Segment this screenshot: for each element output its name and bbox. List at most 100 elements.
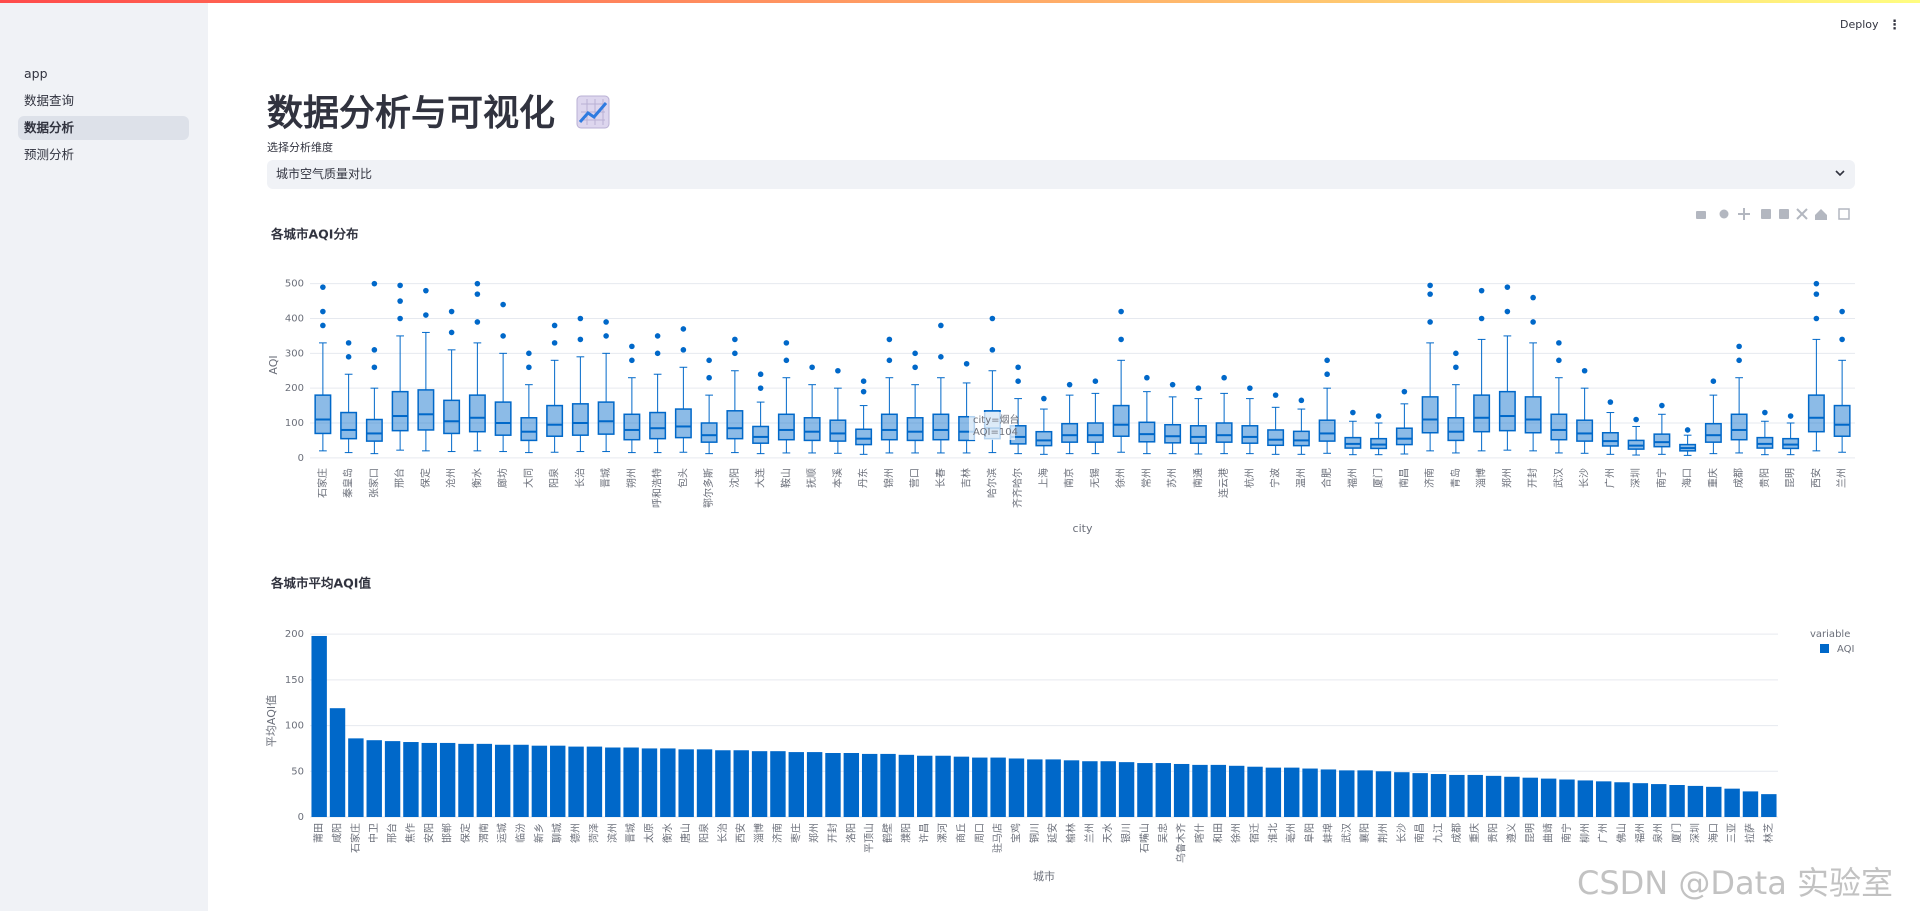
outlier bbox=[474, 291, 481, 297]
box bbox=[1550, 413, 1568, 441]
box bbox=[1782, 437, 1800, 450]
bar bbox=[1595, 781, 1612, 817]
plot-toolbar[interactable] bbox=[1696, 208, 1850, 220]
x-tick-label: 驻马店 bbox=[991, 823, 1004, 853]
x-tick-label: 朔州 bbox=[625, 468, 638, 488]
x-tick-label: 乌鲁木齐 bbox=[1175, 823, 1188, 863]
x-tick-label: 吉林 bbox=[960, 468, 973, 488]
outlier bbox=[886, 357, 893, 364]
box bbox=[391, 390, 409, 432]
nav-item[interactable]: app bbox=[24, 66, 48, 81]
x-tick-label: 鹤壁 bbox=[881, 823, 894, 843]
hover-box bbox=[969, 412, 1015, 440]
outlier bbox=[577, 315, 584, 322]
outlier bbox=[835, 367, 841, 374]
box bbox=[1601, 431, 1619, 447]
deploy-button[interactable]: Deploy bbox=[1840, 18, 1879, 31]
outlier bbox=[680, 347, 687, 353]
x-tick-label: 长沙 bbox=[1396, 823, 1408, 843]
x-tick-label: 枣庄 bbox=[789, 823, 802, 843]
box bbox=[803, 417, 821, 442]
bar bbox=[1394, 772, 1410, 817]
bar bbox=[531, 745, 548, 817]
outlier bbox=[1530, 294, 1536, 301]
x-tick-label: 平顶山 bbox=[864, 823, 876, 853]
x-tick-label: 焦作 bbox=[404, 823, 417, 843]
x-tick-label: 南昌 bbox=[1397, 468, 1410, 488]
x-tick-label: 苏州 bbox=[1166, 468, 1179, 488]
outlier bbox=[1659, 402, 1665, 409]
box bbox=[906, 417, 924, 442]
outlier bbox=[912, 350, 918, 357]
x-tick-label: 吴忠 bbox=[1157, 823, 1169, 843]
x-tick-label: 石家庄 bbox=[316, 468, 329, 498]
chart-title: 各城市AQI分布 bbox=[270, 227, 359, 242]
x-tick-label: 包头 bbox=[676, 468, 689, 488]
bar bbox=[1669, 785, 1685, 817]
bar bbox=[953, 756, 970, 817]
bar bbox=[513, 744, 529, 817]
box bbox=[1730, 413, 1748, 441]
box bbox=[314, 394, 332, 435]
x-tick-label: 海口 bbox=[1707, 823, 1720, 843]
bar bbox=[1100, 761, 1116, 817]
x-tick-label: 咸阳 bbox=[332, 823, 344, 843]
box bbox=[1112, 404, 1130, 437]
bar bbox=[1687, 785, 1704, 817]
y-tick-label: 200 bbox=[285, 383, 304, 394]
outlier bbox=[860, 388, 867, 395]
outlier bbox=[757, 371, 764, 378]
menu-button[interactable]: ⋮ bbox=[1888, 18, 1901, 33]
x-tick-label: 西安 bbox=[734, 823, 747, 843]
outlier bbox=[732, 350, 738, 357]
x-tick-label: 西安 bbox=[1809, 468, 1822, 488]
x-tick-label: 林芝 bbox=[1762, 823, 1775, 843]
x-tick-label: 长沙 bbox=[1579, 468, 1591, 488]
x-tick-label: 和田 bbox=[1212, 823, 1224, 843]
y-tick-label: 500 bbox=[285, 279, 304, 290]
x-tick-label: 运城 bbox=[497, 823, 509, 843]
x-tick-label: 昆明 bbox=[1785, 468, 1797, 488]
bar bbox=[605, 747, 621, 817]
outlier bbox=[1736, 343, 1742, 350]
box bbox=[1138, 421, 1156, 443]
nav-item[interactable]: 数据查询 bbox=[24, 93, 75, 108]
outlier bbox=[1375, 413, 1382, 419]
bar bbox=[439, 742, 456, 817]
box bbox=[829, 419, 847, 442]
x-tick-label: 临汾 bbox=[514, 823, 527, 843]
outlier bbox=[1041, 395, 1047, 402]
x-tick-label: 阜阳 bbox=[1303, 823, 1316, 843]
hover-text: AQI=104 bbox=[973, 427, 1018, 438]
outlier bbox=[1247, 385, 1253, 391]
outlier bbox=[551, 322, 558, 329]
x-tick-label: 哈尔滨 bbox=[985, 468, 998, 498]
x-tick-label: 营口 bbox=[908, 468, 921, 488]
outlier bbox=[397, 298, 403, 304]
nav-item[interactable]: 预测分析 bbox=[24, 147, 75, 162]
x-tick-label: 武汉 bbox=[1552, 468, 1565, 488]
hover-text: city=烟台 bbox=[973, 413, 1020, 426]
x-tick-label: 昆明 bbox=[1524, 823, 1536, 843]
outlier bbox=[1118, 336, 1124, 343]
x-tick-label: 菏泽 bbox=[588, 823, 600, 843]
x-tick-label: 莆田 bbox=[312, 823, 325, 843]
bar bbox=[1137, 763, 1153, 817]
bar bbox=[1632, 783, 1649, 817]
watermark: CSDN @Data 实验室 bbox=[1577, 864, 1893, 902]
select-box[interactable]: 城市空气质量对比 bbox=[267, 160, 1855, 189]
bar bbox=[1430, 774, 1447, 817]
x-tick-label: 徐州 bbox=[1114, 468, 1127, 488]
box bbox=[1524, 396, 1542, 434]
box bbox=[494, 401, 512, 436]
x-tick-label: 武汉 bbox=[1340, 823, 1353, 843]
nav-item[interactable]: 数据分析 bbox=[18, 116, 189, 140]
box bbox=[1189, 425, 1207, 444]
x-tick-label: 佛山 bbox=[1615, 823, 1628, 843]
outlier bbox=[551, 340, 558, 346]
bar bbox=[825, 753, 841, 817]
outlier bbox=[1015, 364, 1021, 371]
box bbox=[700, 422, 718, 443]
x-tick-label: 荆州 bbox=[1376, 823, 1389, 843]
x-tick-label: 开封 bbox=[826, 823, 839, 843]
